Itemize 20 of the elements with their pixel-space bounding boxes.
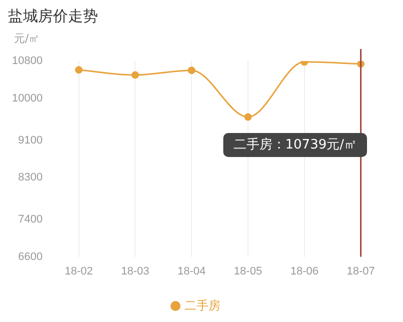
point <box>75 66 83 74</box>
y-tick-label: 6600 <box>18 250 43 263</box>
chart-title: 盐城房价走势 <box>7 6 99 27</box>
x-tick-label: 18-05 <box>234 265 262 278</box>
legend-label: 二手房 <box>184 298 220 312</box>
y-axis-title: 元/㎡ <box>14 32 40 45</box>
x-tick-label: 18-04 <box>178 265 206 278</box>
point <box>244 113 252 121</box>
y-tick-label: 10800 <box>12 55 43 68</box>
point <box>131 71 139 79</box>
x-tick-label: 18-06 <box>290 265 318 278</box>
point <box>188 66 196 74</box>
y-tick-label: 10000 <box>12 92 43 104</box>
y-tick-label: 8300 <box>18 172 43 184</box>
annotation: 二手房：10739元/㎡ <box>233 136 358 152</box>
y-tick-label: 7400 <box>18 214 43 226</box>
y-tick-label: 9100 <box>18 134 43 146</box>
x-tick-label: 18-02 <box>64 265 93 278</box>
x-tick-label: 18-07 <box>346 265 375 278</box>
x-tick-label: 18-03 <box>121 265 150 278</box>
